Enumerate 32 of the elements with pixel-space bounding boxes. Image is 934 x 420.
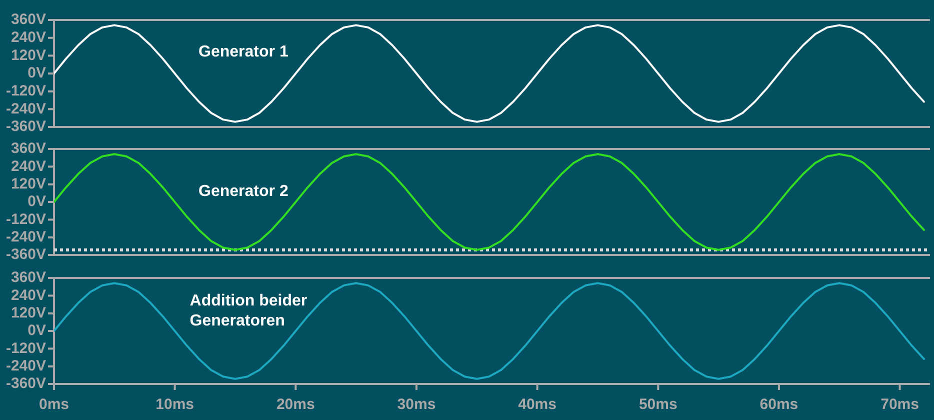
- annotation: Generator 1: [198, 44, 288, 61]
- y-tick-label: -240V: [6, 357, 46, 374]
- y-tick-label: 120V: [10, 46, 46, 64]
- y-tick-label: -360V: [6, 118, 46, 136]
- annotation: Generator 2: [198, 182, 288, 200]
- y-tick-label: 120V: [10, 175, 46, 192]
- y-tick-label: -120V: [6, 210, 46, 228]
- x-tick-label: 50ms: [638, 396, 678, 414]
- y-tick-label: 0V: [28, 193, 46, 210]
- x-tick-label: 30ms: [397, 396, 436, 414]
- y-tick-label: 120V: [10, 304, 46, 322]
- y-tick-label: 240V: [10, 28, 46, 46]
- y-tick-label: -120V: [6, 82, 46, 100]
- x-tick-label: 20ms: [276, 396, 315, 414]
- x-tick-label: 0ms: [38, 396, 70, 414]
- y-tick-label: -360V: [6, 246, 46, 264]
- y-tick-label: -360V: [6, 375, 46, 392]
- y-tick-label: 240V: [10, 158, 46, 175]
- y-tick-label: 360V: [10, 140, 46, 158]
- x-tick-label: 60ms: [760, 396, 798, 414]
- y-tick-label: 240V: [10, 286, 46, 304]
- y-tick-label: 0V: [28, 64, 46, 82]
- y-tick-label: -240V: [6, 228, 46, 246]
- x-tick-label: 10ms: [156, 396, 194, 414]
- y-tick-label: -240V: [6, 100, 46, 118]
- y-tick-label: 0V: [28, 322, 46, 340]
- annotation: Addition beider Generatoren: [190, 292, 308, 330]
- y-tick-label: 360V: [10, 269, 46, 286]
- x-tick-label: 70ms: [880, 396, 919, 414]
- x-tick-label: 40ms: [518, 396, 556, 414]
- y-tick-label: -120V: [6, 340, 46, 357]
- y-tick-label: 360V: [10, 11, 46, 28]
